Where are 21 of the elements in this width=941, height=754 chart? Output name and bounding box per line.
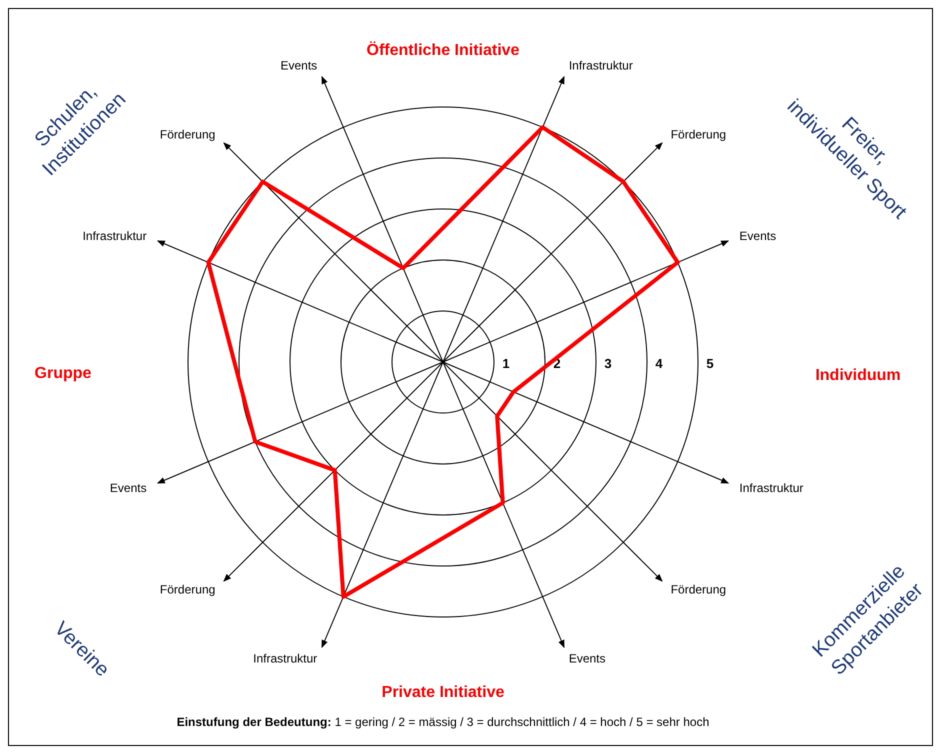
spoke-label: Events xyxy=(739,229,776,244)
text: Öffentliche Initiative xyxy=(366,41,520,59)
spoke-label: Events xyxy=(110,480,147,495)
spoke-label: Infrastruktur xyxy=(568,58,633,73)
text: Private Initiative xyxy=(382,684,504,701)
y-tick-label: 4 xyxy=(655,356,664,371)
spoke-label: Förderung xyxy=(670,582,726,597)
spoke-label: Events xyxy=(568,651,606,666)
text: Einstufung der Bedeutung: 1 = gering / 2 = mässig / 3 = durchschnittlich / 4 = hoch / 5 = sehr hoch xyxy=(176,715,710,729)
spoke-label: Förderung xyxy=(160,582,216,597)
text: Individuum xyxy=(815,367,901,384)
spoke-label: Förderung xyxy=(670,127,726,142)
y-tick-label: 5 xyxy=(706,356,714,371)
spoke-label: Infrastruktur xyxy=(82,229,147,244)
y-tick-label: 3 xyxy=(604,356,612,371)
text: Gruppe xyxy=(34,365,92,382)
spoke-label: Infrastruktur xyxy=(253,651,318,666)
spoke-label: Infrastruktur xyxy=(739,480,804,495)
spoke-label: Events xyxy=(280,58,318,73)
spoke-label: Förderung xyxy=(160,127,216,142)
y-tick-label: 1 xyxy=(502,356,510,371)
